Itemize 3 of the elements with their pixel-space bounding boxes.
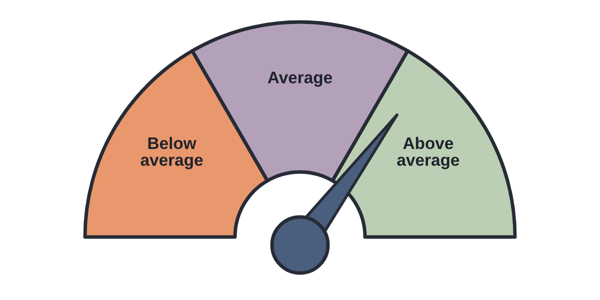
slice-label: Above average [397, 136, 460, 170]
slice-label: Average [268, 72, 332, 87]
slice-label: Below average [140, 136, 203, 170]
